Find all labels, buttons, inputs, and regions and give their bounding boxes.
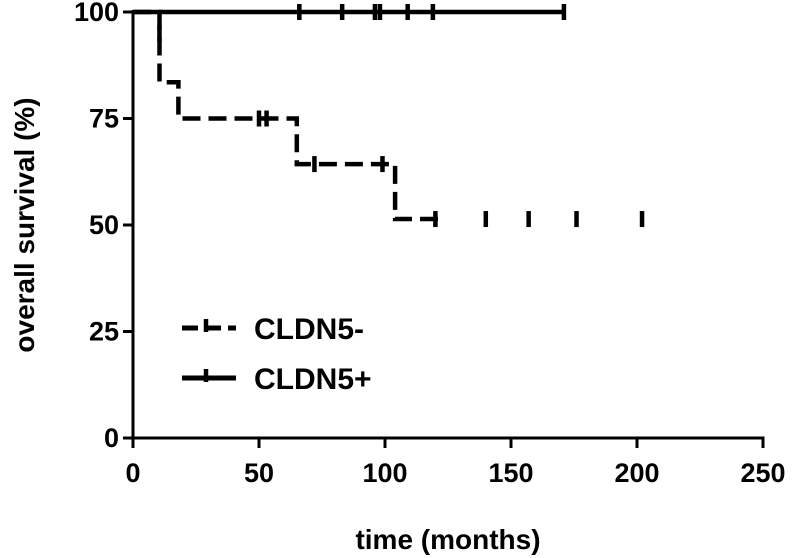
plot-area: [133, 4, 645, 228]
legend-label-cldn5-neg: CLDN5-: [254, 313, 364, 346]
y-tick-label: 100: [74, 0, 119, 27]
y-tick-label: 50: [89, 210, 119, 240]
legend-label-cldn5-pos: CLDN5+: [254, 363, 372, 396]
y-tick-label: 0: [104, 423, 119, 453]
x-tick-label: 150: [488, 458, 533, 488]
legend-item-cldn5-neg: CLDN5-: [182, 313, 364, 346]
x-tick-label: 50: [244, 458, 274, 488]
x-tick-label: 250: [740, 458, 785, 488]
x-tick-label: 0: [125, 458, 140, 488]
ticks: 0 25 50 75 100 0 50 100 150 200 250: [74, 0, 786, 488]
x-tick-label: 200: [614, 458, 659, 488]
legend-item-cldn5-pos: CLDN5+: [182, 363, 372, 396]
legend: CLDN5- CLDN5+: [182, 313, 372, 396]
x-tick-label: 100: [362, 458, 407, 488]
axes: [131, 10, 765, 440]
x-axis-title: time (months): [355, 524, 540, 555]
y-axis-title: overall survival (%): [9, 97, 40, 352]
survival-curve-cldn5-neg: [133, 9, 446, 222]
y-tick-label: 75: [89, 104, 119, 134]
y-tick-label: 25: [89, 317, 119, 347]
